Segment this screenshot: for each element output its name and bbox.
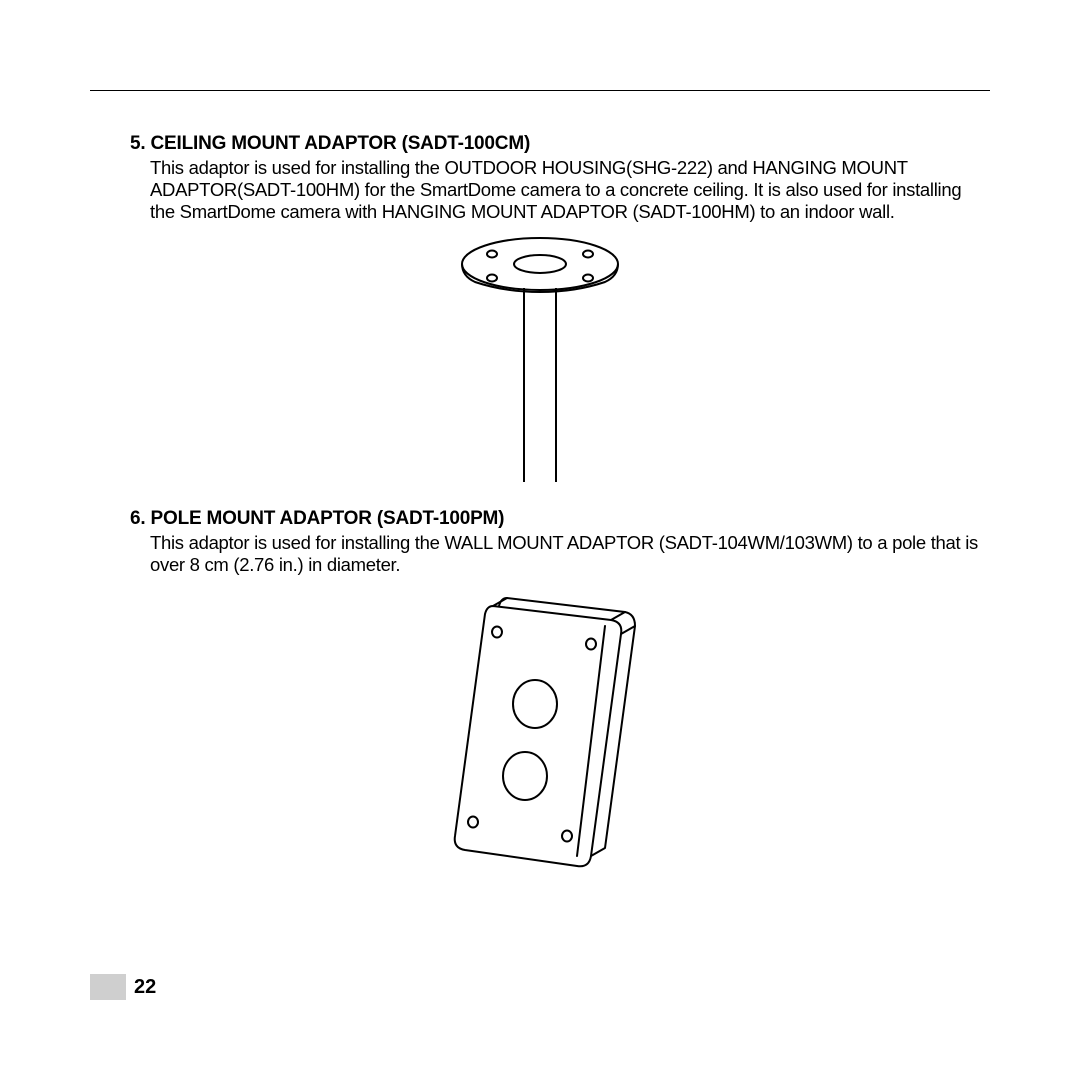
section6-body: This adaptor is used for installing the … xyxy=(150,532,990,576)
ceiling-mount-figure xyxy=(455,232,625,482)
section5-heading: 5. CEILING MOUNT ADAPTOR (SADT-100CM) xyxy=(130,133,990,155)
pole-mount-figure xyxy=(435,586,645,876)
page-number-block: 22 xyxy=(90,974,156,1000)
page-number: 22 xyxy=(134,976,156,999)
manual-page: 5. CEILING MOUNT ADAPTOR (SADT-100CM) Th… xyxy=(0,0,1080,1080)
page-number-bar xyxy=(90,974,126,1000)
section5-body: This adaptor is used for installing the … xyxy=(150,157,990,222)
section6-heading: 6. POLE MOUNT ADAPTOR (SADT-100PM) xyxy=(130,508,990,530)
top-rule xyxy=(90,90,990,91)
